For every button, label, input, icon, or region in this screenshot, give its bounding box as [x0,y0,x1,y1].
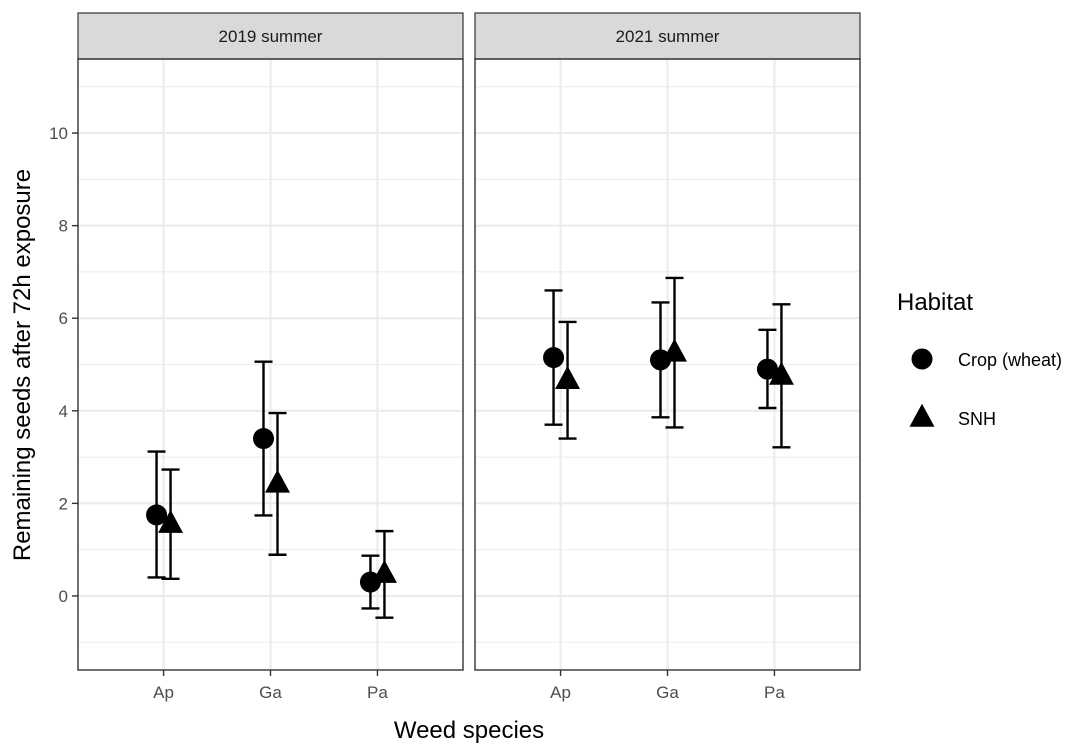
point-circle [146,504,168,526]
y-axis-title: Remaining seeds after 72h exposure [9,169,36,561]
legend-key-circle [911,348,933,370]
y-tick-label: 0 [59,587,68,606]
x-tick-label: Pa [367,683,388,702]
point-circle [543,347,565,369]
point-circle [253,428,274,450]
x-tick-label: Ga [656,683,679,702]
legend: Habitat Crop (wheat) SNH [897,289,1062,429]
strip-background [474,12,861,60]
legend-label: Crop (wheat) [958,350,1062,370]
point-triangle [265,469,290,493]
strip-label: 2019 summer [219,27,323,46]
strip-background [77,12,464,60]
y-tick-label: 4 [59,402,68,421]
legend-label: SNH [958,409,996,429]
point-triangle [768,361,794,385]
y-tick-label: 10 [49,124,68,143]
point-triangle [371,559,397,583]
x-tick-label: Ga [259,683,282,702]
y-tick-label: 8 [59,217,68,236]
strip-label: 2021 summer [616,27,720,46]
x-tick-label: Pa [764,683,785,702]
point-triangle [662,338,687,362]
point-circle [650,349,671,371]
x-axis-title: Weed species [394,717,544,744]
panel-2: 2021 summer [474,12,861,671]
x-tick-label: Ap [550,683,571,702]
point-triangle [158,509,184,533]
point-triangle [555,365,581,389]
point-circle [756,358,778,380]
legend-key-triangle [909,403,935,427]
y-tick-label: 2 [59,494,68,513]
panel-1: 2019 summer [77,12,464,671]
y-tick-label: 6 [59,309,68,328]
x-tick-label: Ap [153,683,174,702]
legend-title: Habitat [897,289,973,316]
